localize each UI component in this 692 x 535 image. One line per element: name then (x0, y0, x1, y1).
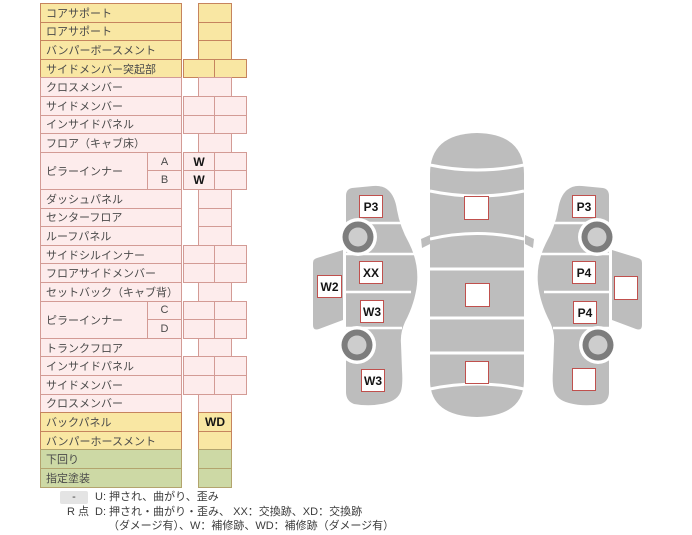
table-data-cell (183, 356, 215, 376)
table-data-cell (198, 282, 232, 302)
table-sub-label: B (147, 170, 182, 190)
damage-mark-right-rear-fender (572, 368, 596, 391)
table-row-label: バンパーホースメント (40, 430, 182, 451)
table-data-cell (183, 96, 215, 116)
table-data-cell (183, 300, 215, 321)
table-data-cell (198, 468, 232, 488)
table-row-label: ピラーインナー (40, 300, 148, 339)
table-sub-label: A (147, 151, 182, 172)
damage-mark-right-side-panel (614, 276, 638, 300)
table-data-cell (198, 226, 232, 246)
table-data-cell (183, 375, 215, 395)
table-data-cell (214, 356, 247, 376)
table-data-cell (214, 58, 247, 79)
table-data-cell (198, 21, 232, 42)
table-row-label: インサイドパネル (40, 356, 182, 376)
table-row-label: クロスメンバー (40, 393, 182, 414)
damage-mark-left-rear-fender: W3 (361, 369, 385, 392)
damage-mark-left-front-door: XX (359, 261, 383, 284)
table-data-cell (214, 151, 247, 172)
damage-mark-left-front-fender: P3 (359, 195, 383, 218)
table-row-label: バックパネル (40, 412, 182, 432)
table-data-cell (183, 58, 215, 79)
table-data-cell (183, 114, 215, 135)
table-data-cell (198, 40, 232, 60)
table-data-cell (214, 319, 247, 339)
table-row-label: サイドシルインナー (40, 244, 182, 265)
table-data-cell (214, 170, 247, 190)
table-data-cell (214, 244, 247, 265)
damage-mark-right-front-door: P4 (572, 261, 596, 284)
table-data-cell (183, 263, 215, 283)
damage-mark-left-rear-door: W3 (360, 300, 384, 323)
table-data-cell (214, 96, 247, 116)
table-row-label: コアサポート (40, 3, 182, 23)
table-data-cell (198, 449, 232, 469)
table-row-label: クロスメンバー (40, 77, 182, 97)
table-row-label: ルーフパネル (40, 226, 182, 246)
front-wheel (339, 218, 377, 256)
table-data-cell (198, 393, 232, 414)
table-sub-label: D (147, 319, 182, 339)
damage-mark-right-front-fender: P3 (572, 195, 596, 218)
table-row-label: トランクフロア (40, 337, 182, 358)
table-row-label: バンパーボースメント (40, 40, 182, 60)
table-data-cell (198, 3, 232, 23)
top-view (429, 133, 525, 417)
top-view-body (430, 133, 524, 417)
side-mirror-icon (421, 235, 430, 248)
table-row-label: ピラーインナー (40, 151, 148, 190)
table-data-cell (214, 300, 247, 321)
left-side-view (313, 185, 430, 406)
legend-text-damage: （ダメージ有）、W：補修跡、WD：補修跡（ダメージ有） (108, 520, 395, 532)
table-data-cell (183, 244, 215, 265)
table-data-cell (198, 77, 232, 97)
legend-key-rten: R 点 (67, 506, 89, 518)
table-row-label: 下回り (40, 449, 182, 469)
table-row-label: 指定塗装 (40, 468, 182, 488)
legend-key-chip: - (60, 491, 88, 504)
table-row-label: サイドメンバー (40, 375, 182, 395)
damage-mark-left-side-panel: W2 (317, 275, 342, 298)
damage-mark-right-rear-door: P4 (573, 301, 597, 324)
table-data-cell (183, 319, 215, 339)
table-data-cell (198, 430, 232, 451)
damage-mark-top-trunk (465, 361, 489, 384)
table-row-label: ダッシュパネル (40, 189, 182, 209)
table-data-cell (198, 133, 232, 153)
table-sub-label: C (147, 300, 182, 321)
table-data-cell: WD (198, 412, 232, 432)
table-row-label: センターフロア (40, 207, 182, 228)
table-row-label: サイドメンバー突起部 (40, 58, 182, 79)
damage-mark-top-roof (465, 283, 490, 307)
table-data-cell (214, 263, 247, 283)
table-row-label: インサイドパネル (40, 114, 182, 135)
table-data-cell (214, 114, 247, 135)
legend-text-d: D: 押され・曲がり・歪み、 XX：交換跡、XD：交換跡 (95, 506, 363, 518)
table-data-cell (198, 189, 232, 209)
table-data-cell (198, 337, 232, 358)
table-row-label: セットバック（キャブ背） (40, 282, 182, 302)
rear-wheel (338, 326, 376, 364)
table-row-label: フロアサイドメンバー (40, 263, 182, 283)
damage-mark-top-hood (464, 196, 489, 220)
table-data-cell (198, 207, 232, 228)
table-row-label: フロア（キャブ床） (40, 133, 182, 153)
table-row-label: ロアサポート (40, 21, 182, 42)
table-data-cell (214, 375, 247, 395)
table-row-label: サイドメンバー (40, 96, 182, 116)
table-data-cell: W (183, 170, 215, 190)
table-data-cell: W (183, 151, 215, 172)
legend-text-u: U: 押され、曲がり、歪み (95, 491, 219, 503)
